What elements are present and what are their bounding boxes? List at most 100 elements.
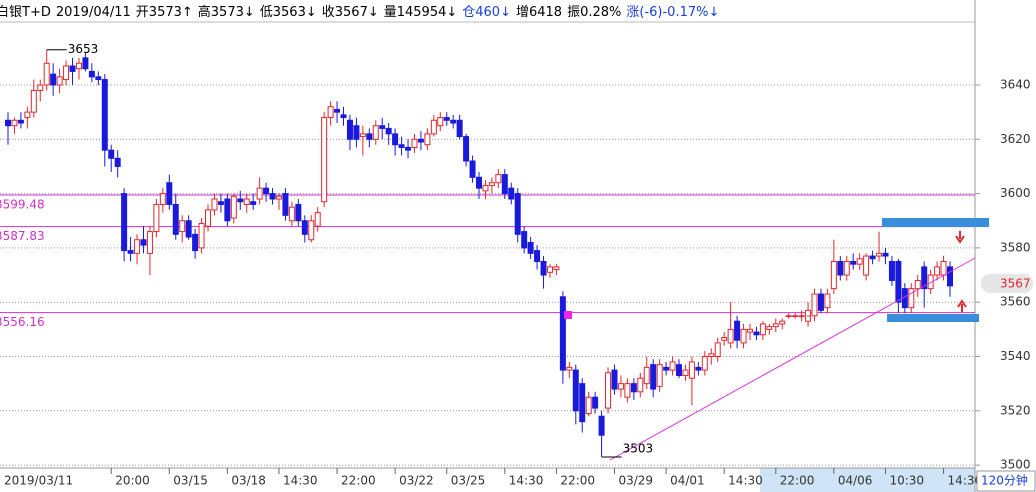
candle-body: [269, 193, 276, 200]
candle-body: [863, 255, 870, 276]
candle-body: [501, 174, 508, 195]
candle-body: [682, 369, 689, 377]
header-item: 白银T+D: [0, 4, 51, 20]
candle-body: [759, 323, 766, 336]
candle-body: [669, 361, 676, 371]
candle-body: [637, 377, 644, 393]
resistance-zone: [882, 218, 989, 227]
x-tick-label: 2019/03/11: [4, 474, 73, 488]
candle-body: [405, 146, 412, 151]
header-item: 高3573↓: [198, 4, 255, 20]
header-item: 开3573↑: [136, 5, 193, 20]
candle-body: [43, 62, 50, 86]
y-tick-label: 3540: [1000, 349, 1031, 363]
candle-body: [779, 320, 786, 325]
candle-body: [179, 220, 186, 233]
candle-body: [340, 114, 347, 119]
candle-body: [63, 65, 70, 81]
candle-body: [75, 62, 82, 70]
candle-body: [192, 233, 199, 252]
candle-body: [721, 336, 728, 341]
candle-body: [772, 323, 779, 328]
candle-body: [430, 119, 437, 135]
candle-body: [656, 364, 663, 387]
candle-body: [82, 57, 89, 70]
candle-body: [663, 366, 670, 371]
candle-body: [624, 383, 631, 398]
candle-body: [256, 187, 263, 200]
candle-body: [450, 119, 457, 124]
header-item: 2019/04/11: [56, 5, 131, 20]
header: 白银T+D 2019/04/11 开3573↑ 高3573↓ 低3563↓ 收3567↓ 量…: [0, 4, 719, 20]
candle-body: [630, 383, 637, 393]
candle-body: [553, 266, 560, 271]
x-tick-label: 03/25: [451, 474, 486, 488]
candle-body: [927, 274, 934, 290]
candle-body: [372, 125, 379, 140]
candle-body: [308, 220, 315, 241]
candle-body: [437, 117, 444, 127]
candle-body: [527, 241, 534, 254]
candle-body: [876, 252, 883, 257]
candle-body: [850, 260, 857, 265]
candle-body: [385, 127, 392, 135]
candle-body: [392, 133, 399, 146]
header-item: 收3567↓: [322, 5, 379, 20]
candle-body: [947, 266, 953, 287]
x-tick-label: 03/22: [399, 474, 434, 488]
candle-body: [469, 160, 476, 178]
candle-body: [579, 383, 586, 423]
candle-body: [275, 195, 282, 200]
candle-body: [211, 198, 218, 211]
candle-body: [495, 174, 502, 184]
candle-body: [140, 239, 147, 246]
candle-body: [837, 260, 844, 276]
candle-body: [643, 366, 650, 385]
candle-body: [540, 260, 547, 276]
candle-body: [379, 125, 386, 129]
grid: 3500 3520 3540 3560 3580 3600 3620 3640 2019/03/…: [0, 77, 1031, 488]
candle-body: [359, 133, 366, 138]
candle-body: [482, 184, 489, 192]
candle-body: [488, 182, 495, 186]
candle-body: [217, 201, 224, 205]
candle-body: [24, 111, 31, 119]
y-tick-label: 3620: [1000, 132, 1031, 146]
candle-body: [888, 260, 895, 281]
y-tick-label: 3640: [1000, 77, 1031, 91]
candle-body: [514, 193, 521, 235]
candle-body: [611, 369, 618, 390]
event-marker: [564, 311, 572, 319]
y-tick-label: 3500: [1000, 458, 1031, 472]
candle-body: [108, 149, 115, 159]
support-zone: [887, 314, 979, 322]
candle-body: [353, 125, 360, 140]
candle-body: [521, 231, 528, 249]
candle-body: [224, 198, 231, 222]
candle-body: [153, 203, 160, 233]
candle-body: [346, 119, 353, 140]
candle-body: [701, 355, 708, 371]
header-item: 增6418: [516, 5, 562, 20]
candle-body: [88, 70, 95, 78]
candle-body: [417, 138, 424, 143]
candle-body: [843, 260, 850, 276]
candle-body: [114, 157, 121, 167]
candle-body: [895, 260, 902, 303]
candle-body: [695, 366, 702, 371]
candle-body: [921, 266, 928, 290]
candle-body: [566, 366, 573, 371]
candle-body: [785, 315, 792, 318]
candle-body: [398, 144, 405, 148]
candle-body: [17, 119, 24, 124]
candle-body: [327, 106, 334, 119]
candle-body: [830, 260, 837, 290]
candle-body: [753, 331, 760, 336]
x-tick-label: 10:30: [889, 474, 924, 488]
candle-body: [476, 176, 482, 189]
candle-body: [366, 133, 373, 140]
trend-line: [609, 257, 976, 461]
candle-body: [559, 296, 566, 371]
